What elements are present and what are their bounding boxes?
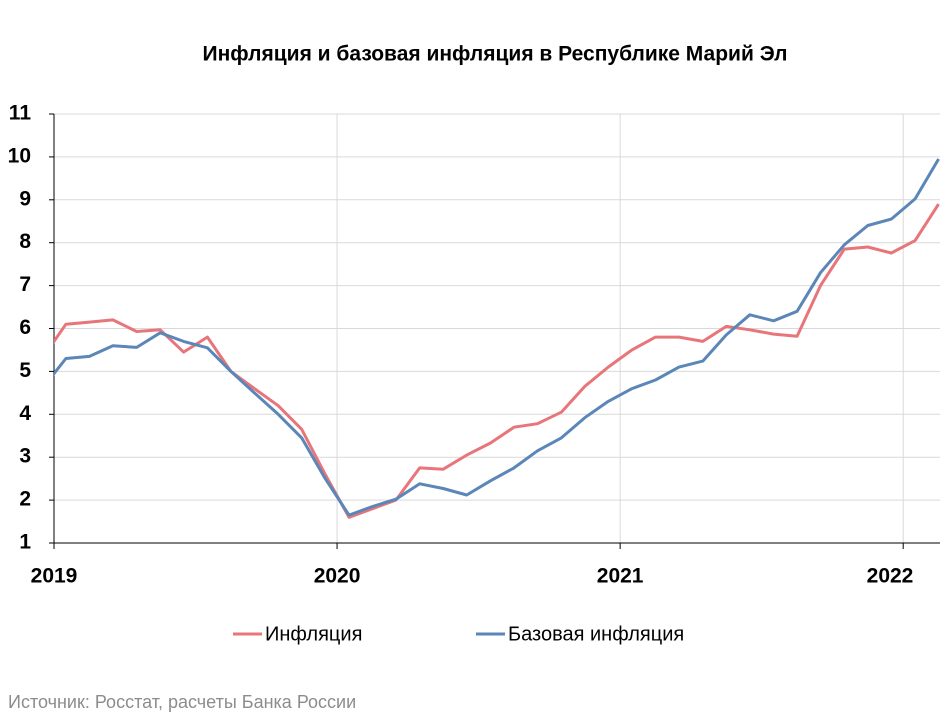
series-line xyxy=(54,158,940,517)
y-tick-label: 3 xyxy=(19,445,31,468)
y-tick-label: 8 xyxy=(19,230,31,253)
x-tick-label: 2021 xyxy=(597,565,644,588)
y-tick-label: 10 xyxy=(8,144,31,167)
y-tick-label: 11 xyxy=(9,102,32,125)
x-tick-label: 2020 xyxy=(314,565,361,588)
x-tick-label: 2019 xyxy=(31,565,78,588)
series-line xyxy=(54,203,940,519)
y-tick-label: 2 xyxy=(19,488,31,511)
y-tick-label: 9 xyxy=(19,187,31,210)
plot-area xyxy=(54,158,940,519)
y-tick-label: 1 xyxy=(19,531,31,554)
x-tick-label: 2022 xyxy=(867,565,914,588)
chart-title: Инфляция и базовая инфляция в Республике… xyxy=(203,43,788,66)
legend-label: Базовая инфляция xyxy=(508,623,684,645)
y-tick-label: 7 xyxy=(19,273,31,296)
y-tick-label: 6 xyxy=(19,316,31,339)
y-tick-label: 5 xyxy=(19,359,31,382)
y-tick-label: 4 xyxy=(19,402,31,425)
source-note: Источник: Росстат, расчеты Банка России xyxy=(8,692,356,712)
legend-label: Инфляция xyxy=(265,623,362,645)
